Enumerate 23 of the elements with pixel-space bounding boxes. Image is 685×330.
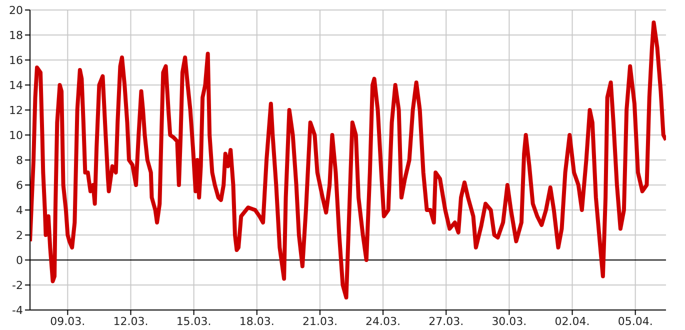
y-tick-label: 16 <box>9 54 23 67</box>
y-tick-label: 2 <box>16 228 23 242</box>
x-tick-label: 30.03. <box>492 314 527 328</box>
y-tick-label: 18 <box>9 28 23 42</box>
y-tick-label: 6 <box>16 178 23 192</box>
y-tick-label: 20 <box>9 4 23 17</box>
x-tick-label: 05.04. <box>618 314 653 328</box>
x-tick-label: 09.03. <box>50 314 86 328</box>
y-tick-label: 12 <box>9 104 23 117</box>
y-tick-label: -2 <box>12 278 23 292</box>
x-tick-label: 27.03. <box>428 314 464 328</box>
x-tick-label: 24.03. <box>366 314 401 328</box>
x-tick-label: 15.03. <box>176 314 212 328</box>
x-tick-label: 02.04. <box>554 314 590 328</box>
x-tick-label: 18.03. <box>239 314 274 328</box>
y-tick-label: 8 <box>16 154 23 167</box>
x-tick-label: 21.03. <box>302 314 338 328</box>
x-tick-label: 12.03. <box>113 314 148 328</box>
y-tick-label: -4 <box>12 304 23 317</box>
y-tick-label: 4 <box>16 204 23 217</box>
y-tick-label: 14 <box>9 78 23 92</box>
y-tick-label: 0 <box>16 254 23 267</box>
y-tick-label: 10 <box>9 128 23 142</box>
